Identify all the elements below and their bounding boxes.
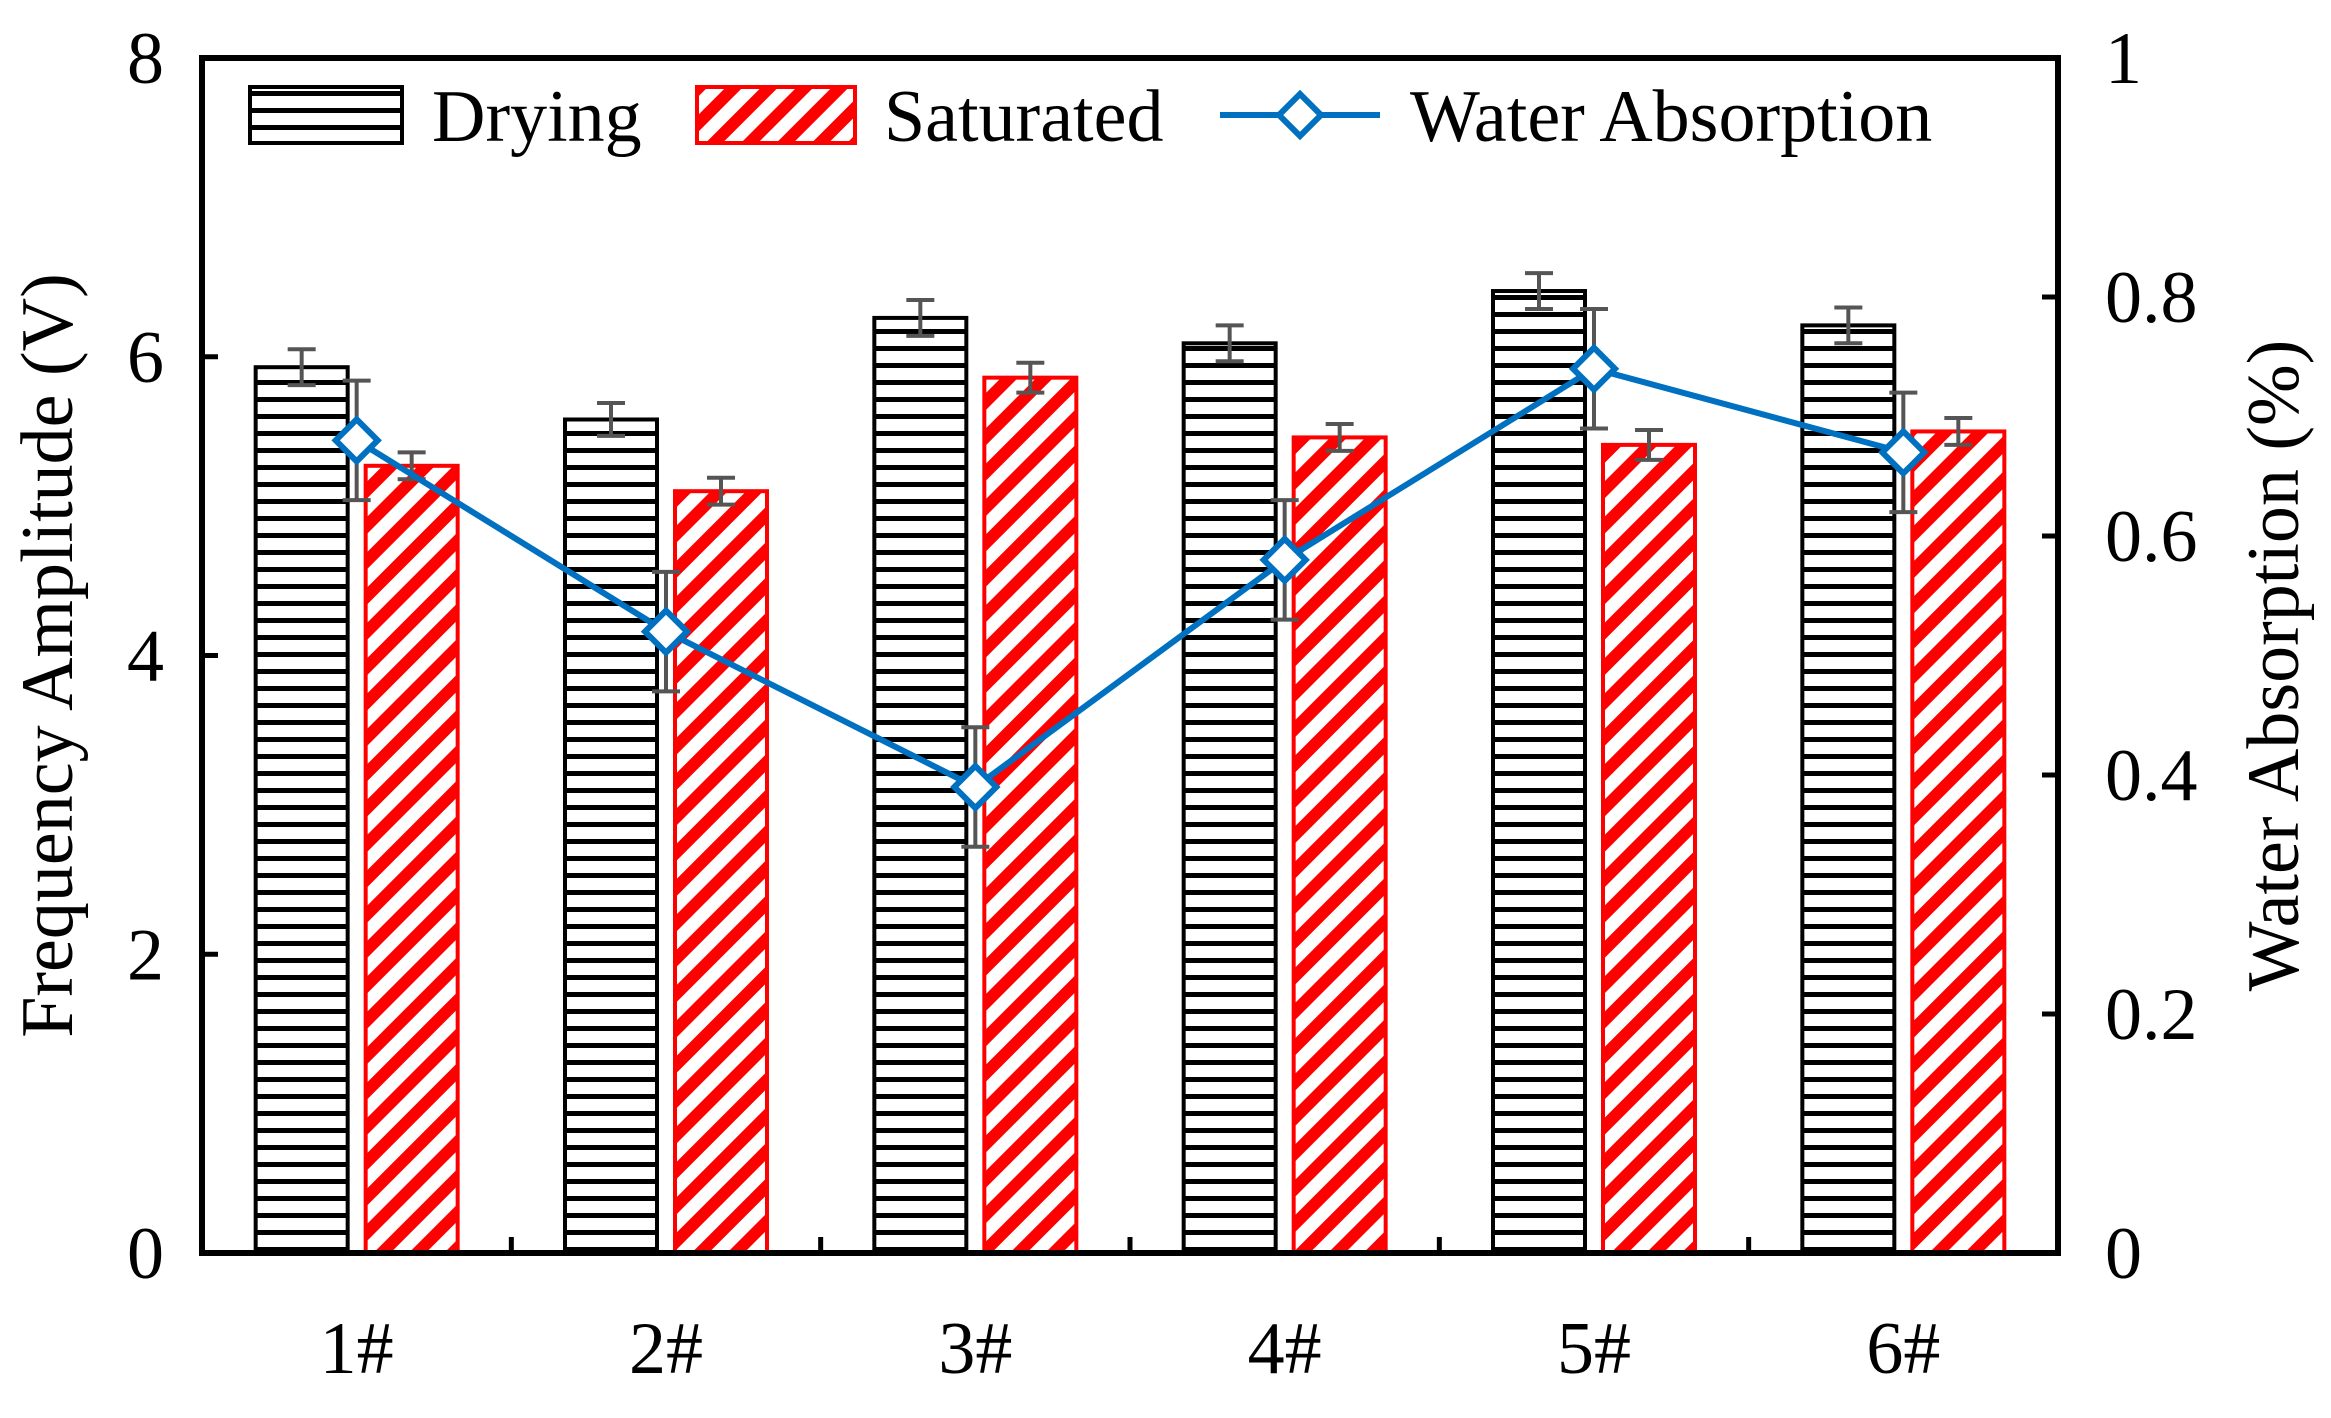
legend-swatch-saturated [695,85,857,145]
bar-drying-3 [872,315,969,1256]
water-absorption-line-layer [331,343,1929,813]
error-bars-layer [287,271,1973,849]
legend: Drying Saturated Water Absorption [248,76,1932,158]
water-absorption-marker-1 [331,415,382,466]
left-axis-tick-label: 4 [127,616,164,698]
left-axis-tick-label: 0 [127,1213,164,1295]
left-axis-title: Frequency Amplitude (V) [7,273,89,1038]
error-bar-saturated-5 [1635,427,1663,462]
right-axis-tick-label: 1 [2105,18,2142,100]
error-bar-saturated-2 [707,475,735,507]
bar-drying-2 [563,417,659,1255]
right-axis-tick-label: 0 [2105,1213,2142,1295]
legend-item-water-absorption: Water Absorption [1220,76,1932,158]
right-axis-tick-label: 0.8 [2105,257,2198,339]
right-axis-title: Water Absorption (%) [2233,340,2315,992]
bar-saturated-1 [363,463,460,1255]
right-axis-tick-label: 0.2 [2105,974,2198,1056]
legend-item-saturated: Saturated [695,76,1163,158]
plot-frame [199,55,2061,1256]
legend-swatch-drying [248,85,404,145]
bar-saturated-4 [1291,435,1388,1256]
legend-label-water-absorption: Water Absorption [1410,76,1932,158]
bar-drying-1 [253,365,350,1255]
error-bar-saturated-4 [1325,421,1354,453]
left-axis-tick-label: 8 [127,18,164,100]
x-axis-tick-label: 1# [320,1308,394,1390]
water-absorption-marker-3 [950,761,1001,813]
axes-layer: 0 2 4 6 8 0 0.2 0.4 0.6 0.8 1 1# 2# 3# 4# 5# 6# Frequency… [7,18,2315,1390]
bar-drying-5 [1491,289,1587,1255]
water-absorption-marker-5 [1568,343,1620,394]
bar-drying-6 [1800,323,1897,1256]
right-axis-tick-label: 0.6 [2105,496,2198,578]
error-bar-drying-6 [1834,305,1863,346]
water-absorption-marker-4 [1259,534,1310,586]
left-axis-tick-label: 2 [127,914,164,996]
water-absorption-marker-6 [1878,427,1929,478]
error-bar-saturated-3 [1016,360,1045,395]
left-axis-tick-label: 6 [127,317,164,399]
error-bar-drying-2 [597,401,625,438]
bar-saturated-6 [1910,429,2007,1255]
legend-item-drying: Drying [248,76,642,158]
right-axis-tick-label: 0.4 [2105,735,2198,817]
error-bar-drying-3 [906,297,935,338]
legend-label-drying: Drying [432,76,642,158]
legend-label-saturated: Saturated [884,76,1163,158]
x-axis-tick-label: 3# [938,1308,1012,1390]
bar-saturated-5 [1601,442,1697,1256]
error-bar-saturated-6 [1944,415,1973,447]
x-axis-tick-label: 5# [1557,1308,1631,1390]
bar-saturated-3 [982,375,1079,1256]
x-axis-tick-label: 2# [629,1308,703,1390]
legend-swatch-water-absorption-marker [1274,89,1326,141]
error-bar-drying-5 [1525,271,1553,311]
x-axis-tick-label: 4# [1248,1308,1322,1390]
bar-saturated-2 [673,489,769,1255]
error-bar-drying-1 [287,347,316,388]
bars-layer [253,289,2007,1256]
x-axis-tick-label: 6# [1866,1308,1940,1390]
error-bar-drying-4 [1215,323,1244,364]
water-absorption-marker-2 [640,606,692,657]
bar-drying-4 [1181,341,1278,1255]
water-absorption-line [355,365,1905,791]
